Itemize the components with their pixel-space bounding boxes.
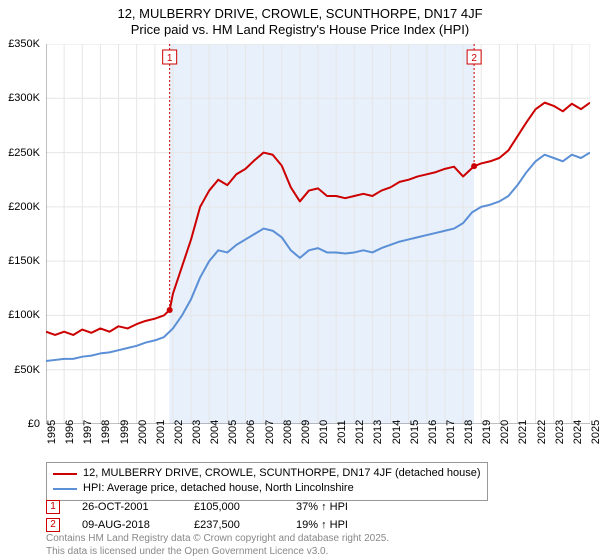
x-tick-label: 2019 — [481, 420, 493, 444]
x-tick-label: 2023 — [554, 420, 566, 444]
x-tick-label: 2006 — [245, 420, 257, 444]
x-tick-label: 2003 — [191, 420, 203, 444]
footer-line2: This data is licensed under the Open Gov… — [46, 546, 389, 559]
x-tick-label: 2008 — [282, 420, 294, 444]
x-tick-label: 1996 — [64, 420, 76, 444]
y-tick-label: £50K — [0, 364, 40, 376]
footer: Contains HM Land Registry data © Crown c… — [46, 533, 389, 558]
x-tick-label: 1995 — [46, 420, 58, 444]
sale-marker-2: 2 — [46, 518, 60, 532]
x-tick-label: 2017 — [445, 420, 457, 444]
sale-row-1: 1 26-OCT-2001 £105,000 37% ↑ HPI — [46, 500, 348, 514]
x-tick-label: 2005 — [227, 420, 239, 444]
sale-price-1: £105,000 — [194, 501, 274, 513]
sale-vs-hpi-1: 37% ↑ HPI — [296, 501, 348, 513]
y-tick-label: £150K — [0, 255, 40, 267]
legend-row-hpi: HPI: Average price, detached house, Nort… — [53, 481, 481, 496]
sale-vs-hpi-2: 19% ↑ HPI — [296, 519, 348, 531]
x-tick-label: 2022 — [536, 420, 548, 444]
legend-label-hpi: HPI: Average price, detached house, Nort… — [83, 481, 354, 496]
x-tick-label: 2012 — [354, 420, 366, 444]
chart-area: 12 — [46, 44, 590, 424]
chart-container: 12, MULBERRY DRIVE, CROWLE, SCUNTHORPE, … — [0, 0, 600, 560]
x-tick-label: 2013 — [372, 420, 384, 444]
x-tick-label: 1998 — [100, 420, 112, 444]
x-tick-label: 2000 — [137, 420, 149, 444]
title-block: 12, MULBERRY DRIVE, CROWLE, SCUNTHORPE, … — [0, 0, 600, 39]
legend-swatch-price-paid — [53, 473, 77, 475]
x-tick-label: 2009 — [300, 420, 312, 444]
footer-line1: Contains HM Land Registry data © Crown c… — [46, 533, 389, 546]
y-tick-label: £200K — [0, 201, 40, 213]
y-tick-label: £100K — [0, 309, 40, 321]
x-tick-label: 1999 — [119, 420, 131, 444]
plot-svg: 12 — [46, 44, 590, 424]
sale-date-1: 26-OCT-2001 — [82, 501, 172, 513]
x-tick-label: 2004 — [209, 420, 221, 444]
legend-row-price-paid: 12, MULBERRY DRIVE, CROWLE, SCUNTHORPE, … — [53, 466, 481, 481]
legend: 12, MULBERRY DRIVE, CROWLE, SCUNTHORPE, … — [46, 462, 488, 501]
y-tick-label: £250K — [0, 147, 40, 159]
x-tick-label: 2025 — [590, 420, 600, 444]
x-tick-label: 2010 — [318, 420, 330, 444]
x-tick-label: 2018 — [463, 420, 475, 444]
y-tick-label: £0 — [0, 418, 40, 430]
x-tick-label: 2002 — [173, 420, 185, 444]
x-tick-label: 2021 — [517, 420, 529, 444]
x-tick-label: 1997 — [82, 420, 94, 444]
x-tick-label: 2020 — [499, 420, 511, 444]
x-tick-label: 2024 — [572, 420, 584, 444]
legend-swatch-hpi — [53, 488, 77, 490]
title-line2: Price paid vs. HM Land Registry's House … — [0, 22, 600, 38]
x-tick-label: 2001 — [155, 420, 167, 444]
legend-label-price-paid: 12, MULBERRY DRIVE, CROWLE, SCUNTHORPE, … — [83, 466, 481, 481]
y-tick-label: £350K — [0, 38, 40, 50]
svg-text:2: 2 — [471, 53, 477, 64]
sale-marker-1: 1 — [46, 500, 60, 514]
x-tick-label: 2014 — [391, 420, 403, 444]
y-tick-label: £300K — [0, 92, 40, 104]
sale-price-2: £237,500 — [194, 519, 274, 531]
x-tick-label: 2007 — [264, 420, 276, 444]
svg-text:1: 1 — [167, 53, 173, 64]
sale-date-2: 09-AUG-2018 — [82, 519, 172, 531]
sale-row-2: 2 09-AUG-2018 £237,500 19% ↑ HPI — [46, 518, 348, 532]
x-tick-label: 2016 — [427, 420, 439, 444]
title-line1: 12, MULBERRY DRIVE, CROWLE, SCUNTHORPE, … — [0, 6, 600, 22]
x-tick-label: 2015 — [409, 420, 421, 444]
x-tick-label: 2011 — [336, 420, 348, 444]
